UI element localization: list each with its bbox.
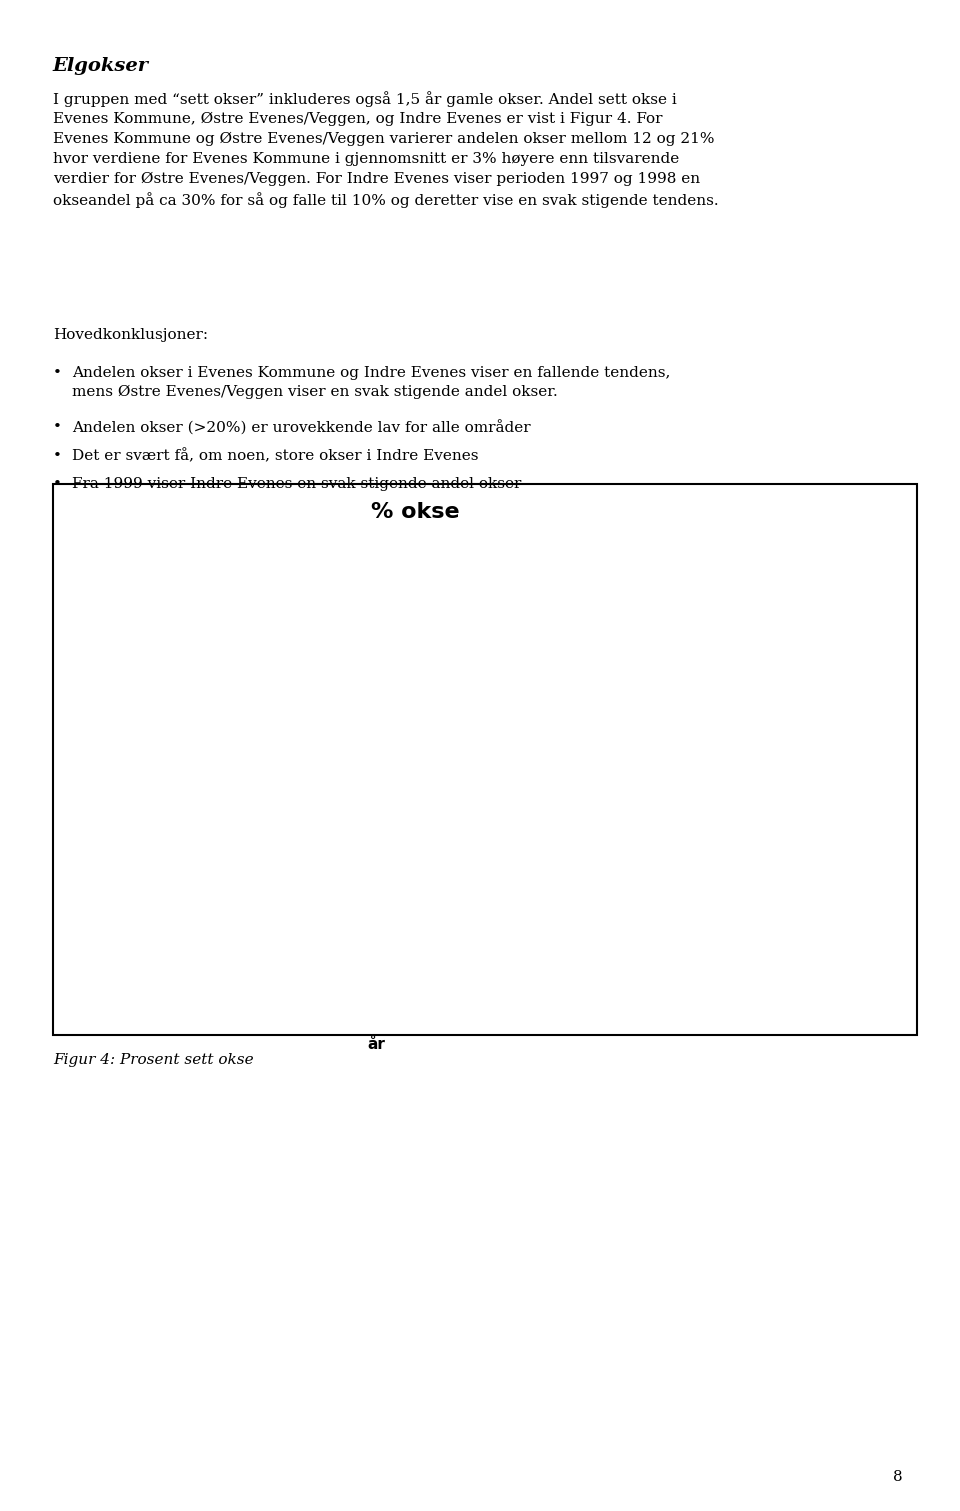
I Evenes	[469, 600, 481, 618]
Evenes	[519, 739, 531, 757]
I Evenes	[322, 808, 333, 827]
Line: Ø Evenes: Ø Evenes	[126, 674, 628, 857]
Text: % okse: % okse	[372, 502, 460, 521]
Text: Andelen okser (>20%) er urovekkende lav for alle områder: Andelen okser (>20%) er urovekkende lav …	[72, 420, 531, 435]
I Evenes	[568, 808, 580, 827]
I Evenes	[125, 669, 136, 688]
Evenes	[273, 843, 284, 861]
I Evenes	[174, 577, 185, 595]
Text: Hovedkonklusjoner:: Hovedkonklusjoner:	[53, 328, 208, 341]
Text: Andelen okser i Evenes Kommune og Indre Evenes viser en fallende tendens,
mens Ø: Andelen okser i Evenes Kommune og Indre …	[72, 366, 670, 399]
Ø Evenes	[568, 831, 580, 849]
Text: •: •	[53, 477, 61, 491]
Text: 8: 8	[893, 1470, 902, 1484]
Ø Evenes	[273, 784, 284, 802]
Ø Evenes	[469, 843, 481, 861]
Text: Figur 4: Prosent sett okse: Figur 4: Prosent sett okse	[53, 1053, 253, 1067]
Evenes	[125, 555, 136, 573]
Ø Evenes	[617, 739, 629, 757]
Line: I Evenes: I Evenes	[125, 580, 629, 869]
Ø Evenes	[371, 669, 382, 688]
I Evenes	[223, 854, 234, 872]
Evenes	[568, 808, 580, 827]
Text: Fra 1999 viser Indre Evenes en svak stigende andel okser: Fra 1999 viser Indre Evenes en svak stig…	[72, 477, 521, 491]
I Evenes	[519, 854, 531, 872]
Evenes	[223, 808, 234, 827]
Legend: Evenes, Ø Evenes, I Evenes: Evenes, Ø Evenes, I Evenes	[677, 536, 810, 613]
Text: I gruppen med “sett okser” inkluderes også 1,5 år gamle okser. Andel sett okse i: I gruppen med “sett okser” inkluderes og…	[53, 91, 718, 209]
Evenes	[174, 669, 185, 688]
Evenes	[469, 784, 481, 802]
Evenes	[371, 692, 382, 710]
Text: •: •	[53, 449, 61, 462]
I Evenes	[617, 784, 629, 802]
Y-axis label: % okse: % okse	[60, 731, 75, 787]
Evenes	[617, 762, 629, 780]
Text: •: •	[53, 420, 61, 434]
Ø Evenes	[322, 704, 333, 722]
Ø Evenes	[174, 739, 185, 757]
Evenes	[322, 647, 333, 665]
Line: Evenes: Evenes	[126, 559, 628, 857]
Text: •: •	[53, 366, 61, 379]
I Evenes	[420, 659, 432, 677]
Ø Evenes	[223, 716, 234, 734]
Evenes	[420, 751, 432, 768]
Text: Det er svært få, om noen, store okser i Indre Evenes: Det er svært få, om noen, store okser i …	[72, 449, 478, 464]
Ø Evenes	[519, 774, 531, 792]
Text: Elgokser: Elgokser	[53, 57, 149, 76]
X-axis label: år: år	[368, 1037, 386, 1052]
Ø Evenes	[420, 784, 432, 802]
I Evenes	[273, 854, 284, 872]
I Evenes	[371, 612, 382, 630]
Ø Evenes	[125, 727, 136, 745]
